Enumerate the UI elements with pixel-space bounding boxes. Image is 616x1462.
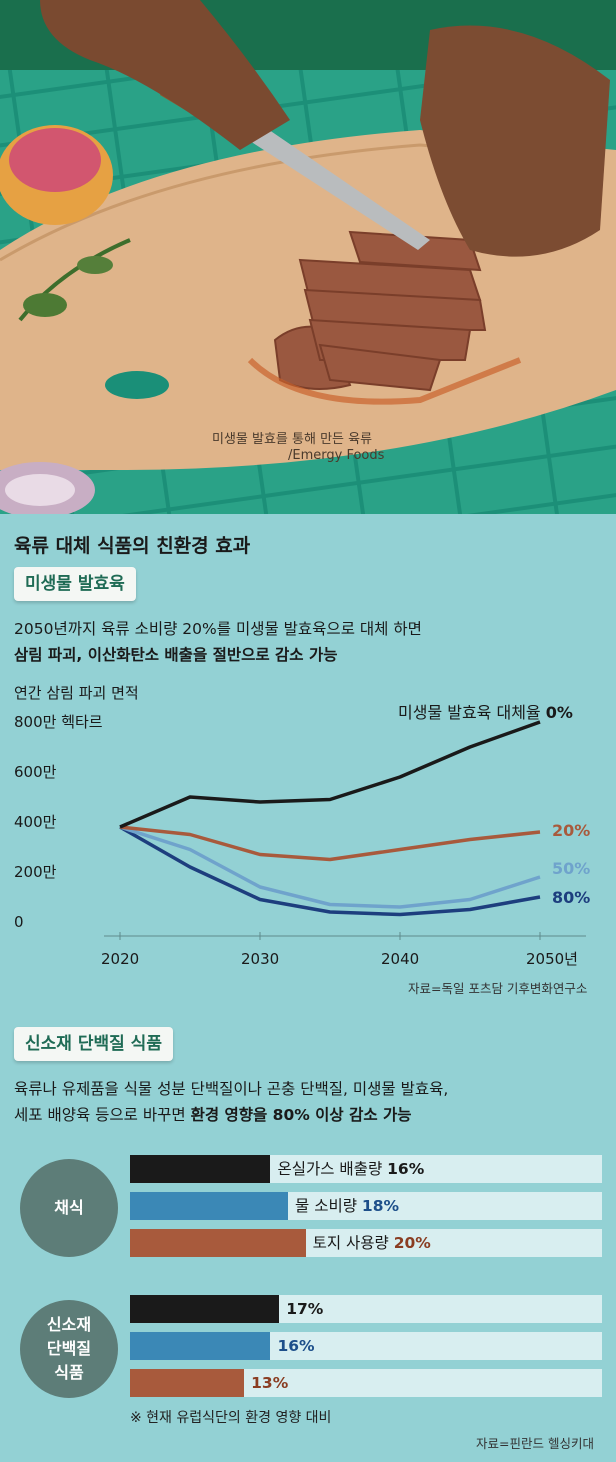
group-name: 채식 <box>54 1196 83 1220</box>
group-name-line: 채식 <box>54 1198 84 1217</box>
bar-label: 물 소비량 18% <box>295 1192 399 1220</box>
section2-source: 자료=핀란드 헬싱키대 <box>476 1436 594 1451</box>
bar-value: 13% <box>251 1374 289 1392</box>
group-name-line: 단백질 <box>46 1339 92 1358</box>
bar-track: 토지 사용량 20% <box>130 1229 602 1257</box>
series-label-50pct: 50% <box>552 859 590 878</box>
series-label-value: 0% <box>546 703 573 722</box>
y-tick-label: 800만 헥타르 <box>14 713 103 731</box>
group-circle: 채식 <box>20 1159 118 1257</box>
series-line-20pct <box>119 825 541 862</box>
bar-category: 온실가스 배출량 <box>277 1160 388 1178</box>
bar <box>130 1155 271 1183</box>
y-axis-title: 연간 삼림 파괴 면적 <box>14 684 139 702</box>
group-name-line: 신소재 <box>46 1315 92 1334</box>
deforestation-line-chart: 연간 삼림 파괴 면적 800만 헥타르 600만 400만 200만 0 2020 2030… <box>0 680 616 1000</box>
bar <box>130 1332 271 1360</box>
section2-text2-bold: 환경 영향을 80% 이상 감소 가능 <box>190 1106 412 1124</box>
photo-illustration <box>0 0 616 514</box>
group-name-line: 식품 <box>54 1363 84 1382</box>
section2-text2: 세포 배양육 등으로 바꾸면 환경 영향을 80% 이상 감소 가능 <box>14 1103 412 1125</box>
series-label-prefix: 미생물 발효육 대체율 <box>398 703 546 722</box>
bar-label: 16% <box>277 1332 314 1360</box>
bar-category: 토지 사용량 <box>312 1234 394 1252</box>
section1-text2: 삼림 파괴, 이산화탄소 배출을 절반으로 감소 가능 <box>14 646 338 664</box>
series-line-0pct <box>119 720 541 829</box>
bar-value: 17% <box>286 1300 324 1318</box>
series-label-80pct: 80% <box>552 888 590 907</box>
bar <box>130 1369 245 1397</box>
bar-label: 토지 사용량 20% <box>313 1229 431 1257</box>
series-line-80pct <box>119 825 541 917</box>
x-tick-label: 2030 <box>241 950 279 968</box>
bar <box>130 1295 280 1323</box>
series-label-20pct: 20% <box>552 821 590 840</box>
bar-label: 13% <box>251 1369 288 1397</box>
bar-track: 16% <box>130 1332 602 1360</box>
y-tick-label: 600만 <box>14 763 57 781</box>
bar-track: 물 소비량 18% <box>130 1192 602 1220</box>
series-line-50pct <box>119 825 541 909</box>
y-tick-label: 400만 <box>14 813 57 831</box>
section2-note: ※ 현재 유럽식단의 환경 영향 대비 <box>130 1410 332 1426</box>
photo-credit: /Emergy Foods <box>288 448 385 463</box>
line-chart-svg: 연간 삼림 파괴 면적 800만 헥타르 600만 400만 200만 0 2020 2030… <box>14 684 590 968</box>
x-tick-label: 2050년 <box>526 950 578 968</box>
bar-track: 17% <box>130 1295 602 1323</box>
bar-value: 16% <box>277 1337 315 1355</box>
photo-caption: 미생물 발효를 통해 만든 육류 <box>212 432 373 447</box>
bar <box>130 1192 289 1220</box>
section1-text1: 2050년까지 육류 소비량 20%를 미생물 발효육으로 대체 하면 <box>14 620 422 638</box>
bar-label: 17% <box>286 1295 323 1323</box>
x-tick-label: 2040 <box>381 950 419 968</box>
section1-pill: 미생물 발효육 <box>14 567 136 601</box>
bar-track: 온실가스 배출량 16% <box>130 1155 602 1183</box>
x-tick-label: 2020 <box>101 950 139 968</box>
infographic-title: 육류 대체 식품의 친환경 효과 <box>14 535 251 557</box>
bar-value: 20% <box>393 1234 431 1252</box>
section2-text1: 육류나 유제품을 식물 성분 단백질이나 곤충 단백질, 미생물 발효육, <box>14 1080 449 1098</box>
bar <box>130 1229 306 1257</box>
series-label-0pct: 미생물 발효육 대체율 0% <box>398 703 573 722</box>
section2-text2-normal: 세포 배양육 등으로 바꾸면 <box>14 1106 191 1124</box>
bar-value: 16% <box>387 1160 425 1178</box>
y-tick-label: 0 <box>14 913 24 931</box>
bar-track: 13% <box>130 1369 602 1397</box>
bar-category: 물 소비량 <box>295 1197 362 1215</box>
y-tick-label: 200만 <box>14 863 57 881</box>
section2-pill: 신소재 단백질 식품 <box>14 1027 173 1061</box>
bar-value: 18% <box>361 1197 400 1215</box>
hero-photo: 미생물 발효를 통해 만든 육류 /Emergy Foods <box>0 0 616 514</box>
section1-source: 자료=독일 포츠담 기후변화연구소 <box>408 981 588 996</box>
bar-label: 온실가스 배출량 16% <box>277 1155 424 1183</box>
